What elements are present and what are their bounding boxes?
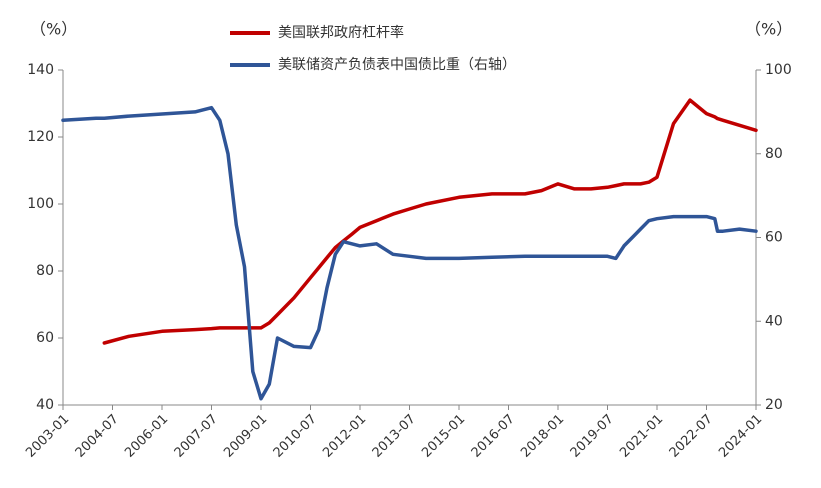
x-tick-label: 2004-07 [73, 412, 122, 461]
series-line [102, 98, 758, 345]
x-tick-label: 2024-01 [716, 412, 765, 461]
x-tick-label: 2019-07 [568, 412, 617, 461]
y-tick-label: 40 [36, 397, 54, 413]
y-axis-label: （%） [30, 20, 77, 39]
y-tick-label: 100 [27, 196, 54, 212]
x-tick-label: 2018-01 [518, 412, 567, 461]
x-tick-label: 2010-07 [271, 412, 320, 461]
x-tick-label: 2015-01 [419, 412, 468, 461]
x-tick-label: 2003-01 [23, 412, 72, 461]
x-tick-label: 2007-07 [172, 412, 221, 461]
y-tick-label: 60 [36, 330, 54, 346]
y2-tick-label: 80 [765, 146, 783, 162]
x-tick-label: 2022-07 [667, 412, 716, 461]
y2-tick-label: 100 [765, 62, 792, 78]
y2-tick-label: 20 [765, 397, 783, 413]
y2-tick-label: 40 [765, 313, 783, 329]
y-tick-label: 80 [36, 263, 54, 279]
legend-label: 美联储资产负债表中国债比重（右轴） [278, 57, 516, 73]
y2-axis-label: （%） [745, 20, 792, 39]
x-tick-label: 2006-01 [122, 412, 171, 461]
x-tick-label: 2009-01 [221, 412, 270, 461]
y-tick-label: 120 [27, 129, 54, 145]
x-tick-label: 2013-07 [370, 412, 419, 461]
x-tick-label: 2016-07 [469, 412, 518, 461]
x-tick-label: 2012-01 [320, 412, 369, 461]
y-tick-label: 140 [27, 62, 54, 78]
series-line [61, 105, 758, 401]
x-tick-label: 2021-01 [617, 412, 666, 461]
y2-tick-label: 60 [765, 230, 783, 246]
legend-label: 美国联邦政府杠杆率 [278, 24, 404, 41]
